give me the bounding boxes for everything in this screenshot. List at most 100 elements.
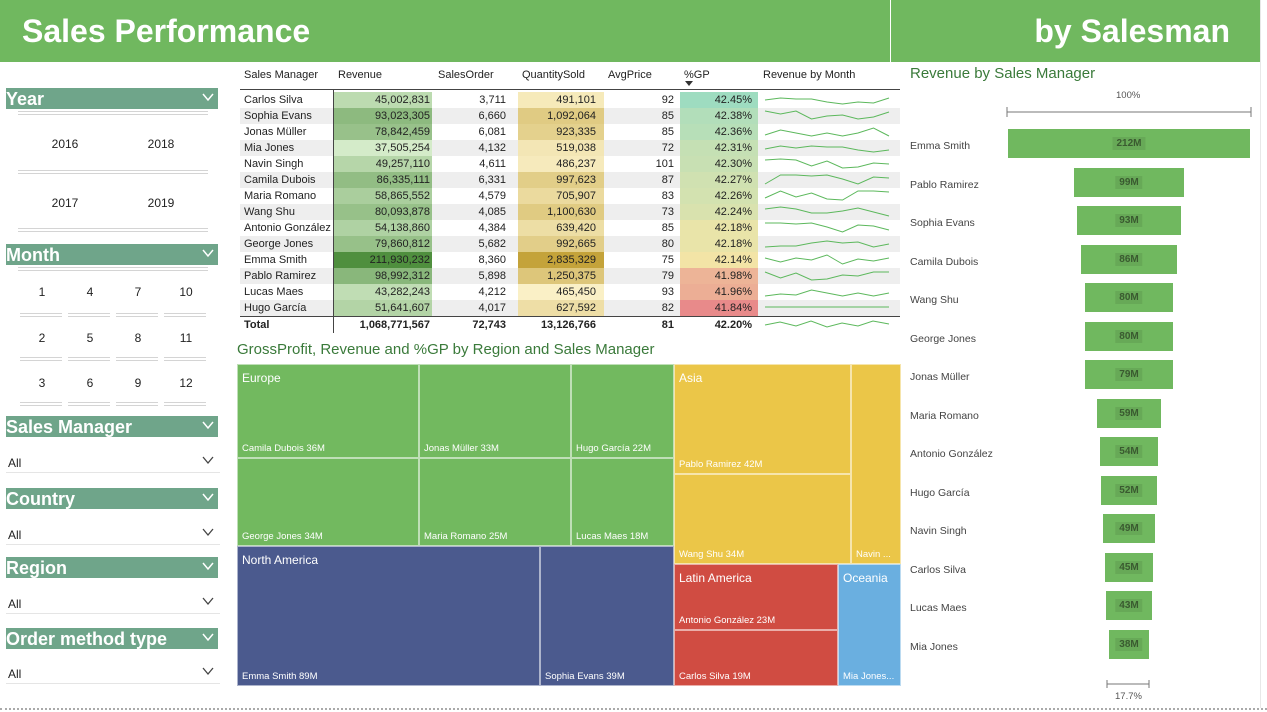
quantity-cell-bg: [518, 124, 604, 140]
sales-manager-name: Emma Smith: [244, 254, 307, 266]
table-cell: 705,907: [556, 190, 596, 202]
treemap-tile[interactable]: Hugo García 22M: [571, 364, 674, 458]
column-header[interactable]: Revenue by Month: [763, 69, 856, 81]
funnel-bar[interactable]: 99M: [1071, 165, 1187, 199]
year-option-2019[interactable]: 2019: [147, 196, 175, 210]
quantity-cell-bg: [518, 172, 604, 188]
quantity-cell-bg: [518, 268, 604, 284]
revenue-sparkline: [764, 127, 890, 137]
treemap-tile[interactable]: Latin America Antonio González 23M: [674, 564, 838, 630]
treemap-tile[interactable]: Oceania Mia Jones...: [838, 564, 901, 686]
funnel-bar[interactable]: 49M: [1100, 512, 1158, 545]
chevron-down-icon[interactable]: [202, 91, 214, 103]
country-value: All: [8, 528, 22, 542]
treemap-tile[interactable]: Carlos Silva 19M: [674, 630, 838, 686]
year-slicer-title: Year: [6, 89, 45, 109]
page-subtitle: by Salesman: [891, 0, 1260, 62]
revenue-cell-bg: [334, 268, 432, 284]
column-header[interactable]: SalesOrder: [438, 69, 494, 81]
treemap-tile[interactable]: Europe Camila Dubois 36M: [237, 364, 419, 458]
sparkline-path: [764, 190, 890, 201]
chevron-down-icon[interactable]: [202, 560, 214, 572]
chevron-down-icon[interactable]: [202, 419, 214, 431]
table-cell: 42.31%: [714, 142, 752, 154]
column-header[interactable]: QuantitySold: [522, 69, 585, 81]
column-divider: [333, 90, 334, 333]
funnel-bar[interactable]: 54M: [1097, 435, 1161, 468]
revenue-sparkline: [764, 289, 890, 297]
month-option-8[interactable]: 8: [134, 331, 142, 345]
month-option-11[interactable]: 11: [179, 331, 193, 345]
table-cell: 42.45%: [714, 94, 752, 106]
treemap-tile[interactable]: George Jones 34M: [237, 458, 419, 546]
funnel-bar[interactable]: 43M: [1104, 589, 1154, 622]
treemap-tile[interactable]: Lucas Maes 18M: [571, 458, 674, 546]
funnel-category-label: Hugo García: [910, 486, 970, 499]
slicer-divider: [18, 228, 208, 232]
region-dropdown[interactable]: All: [6, 588, 220, 614]
month-option-2[interactable]: 2: [38, 331, 46, 345]
table-cell: 42.18%: [714, 222, 752, 234]
treemap-region-label: Asia: [679, 371, 703, 385]
treemap-tile[interactable]: Maria Romano 25M: [419, 458, 571, 546]
month-option-7[interactable]: 7: [134, 285, 142, 299]
funnel-bar[interactable]: 93M: [1075, 204, 1183, 237]
month-option-3[interactable]: 3: [38, 376, 46, 390]
treemap-tile[interactable]: Sophia Evans 39M: [540, 546, 674, 686]
funnel-category-label: George Jones: [910, 332, 976, 345]
sort-icon[interactable]: [685, 81, 693, 86]
sales-manager-name: Wang Shu: [244, 206, 295, 218]
funnel-bar[interactable]: 212M: [1006, 127, 1252, 160]
table-cell: 86,335,111: [376, 174, 430, 186]
year-option-2018[interactable]: 2018: [147, 137, 175, 151]
year-option-2017[interactable]: 2017: [51, 196, 79, 210]
treemap-tile-label: Wang Shu 34M: [679, 549, 745, 560]
treemap-tile-label: George Jones 34M: [242, 531, 323, 542]
month-option-6[interactable]: 6: [86, 376, 94, 390]
table-cell: 5,898: [478, 270, 506, 282]
column-header[interactable]: Revenue: [338, 69, 383, 81]
slicer-divider: [20, 357, 62, 361]
treemap-tile[interactable]: North America Emma Smith 89M: [237, 546, 540, 686]
funnel-bar[interactable]: 80M: [1082, 319, 1176, 353]
month-option-12[interactable]: 12: [179, 376, 193, 390]
treemap-tile-label: Maria Romano 25M: [424, 531, 508, 542]
table-cell: 8,360: [478, 254, 506, 266]
treemap-tile[interactable]: Jonas Müller 33M: [419, 364, 571, 458]
table-cell: 627,592: [556, 302, 596, 314]
funnel-bar[interactable]: 38M: [1106, 627, 1152, 661]
month-option-4[interactable]: 4: [86, 285, 94, 299]
sales-manager-dropdown[interactable]: All: [6, 447, 220, 473]
treemap-tile[interactable]: Navin ...: [851, 364, 901, 564]
month-option-10[interactable]: 10: [179, 285, 193, 299]
year-option-2016[interactable]: 2016: [51, 137, 79, 151]
slicer-divider: [18, 267, 208, 271]
funnel-bar[interactable]: 45M: [1102, 550, 1156, 584]
chevron-down-icon[interactable]: [202, 247, 214, 259]
treemap-tile[interactable]: Wang Shu 34M: [674, 474, 851, 564]
funnel-bar[interactable]: 59M: [1094, 396, 1164, 430]
month-option-9[interactable]: 9: [134, 376, 142, 390]
funnel-top-percent: 100%: [1116, 90, 1141, 101]
treemap-tile[interactable]: Asia Pablo Ramirez 42M: [674, 364, 851, 474]
funnel-bar[interactable]: 80M: [1082, 281, 1176, 314]
column-header[interactable]: AvgPrice: [608, 69, 652, 81]
order-method-dropdown[interactable]: All: [6, 658, 220, 684]
funnel-bar[interactable]: 86M: [1079, 242, 1179, 276]
table-cell: 4,384: [478, 222, 506, 234]
country-slicer-title: Country: [6, 489, 75, 509]
footer-dotted-border: [0, 708, 1267, 710]
chevron-down-icon[interactable]: [202, 491, 214, 503]
country-dropdown[interactable]: All: [6, 519, 220, 545]
column-header[interactable]: Sales Manager: [244, 69, 318, 81]
slicer-divider: [164, 357, 206, 361]
column-header[interactable]: %GP: [684, 69, 710, 81]
chevron-down-icon[interactable]: [202, 631, 214, 643]
table-cell: 923,335: [556, 126, 596, 138]
month-slicer-title: Month: [6, 245, 60, 265]
month-option-5[interactable]: 5: [86, 331, 94, 345]
funnel-bar[interactable]: 52M: [1098, 473, 1160, 507]
total-label: Total: [244, 319, 270, 331]
month-option-1[interactable]: 1: [38, 285, 46, 299]
funnel-bar[interactable]: 79M: [1083, 358, 1175, 391]
